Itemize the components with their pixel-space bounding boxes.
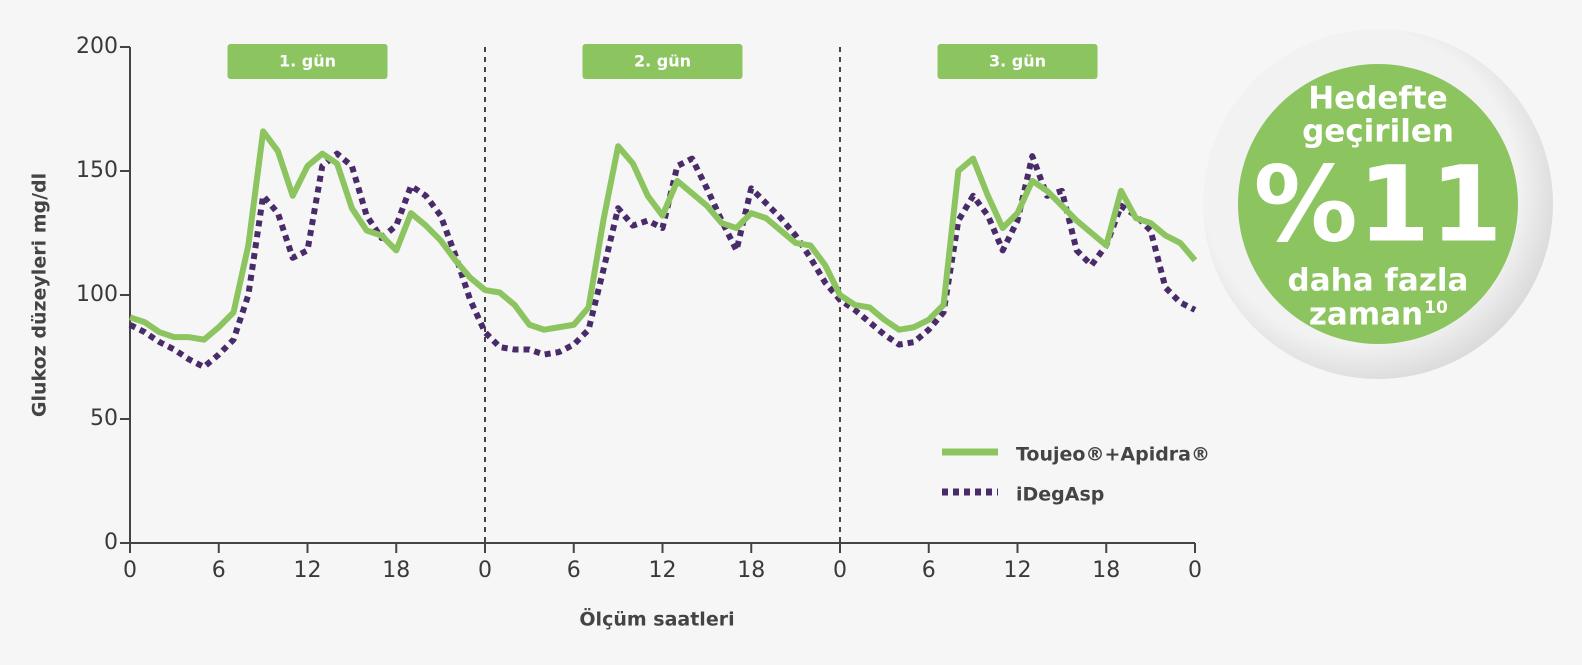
day-box bbox=[582, 44, 743, 79]
day-label: 3. gün bbox=[989, 52, 1046, 71]
x-tick-label: 18 bbox=[1092, 558, 1120, 583]
x-tick-label: 0 bbox=[123, 558, 137, 583]
badge-ref: 10 bbox=[1424, 298, 1448, 318]
badge-line: zaman bbox=[1309, 297, 1423, 333]
badge-line: Hedefte bbox=[1308, 81, 1448, 117]
series-line bbox=[129, 128, 1198, 343]
x-tick-label: 6 bbox=[567, 558, 581, 583]
series-line bbox=[128, 150, 1197, 370]
legend-label: iDegAsp bbox=[1016, 484, 1104, 506]
x-tick-label: 12 bbox=[649, 558, 677, 583]
y-tick-label: 150 bbox=[76, 158, 118, 183]
x-tick-label: 18 bbox=[737, 558, 765, 583]
x-tick-label: 0 bbox=[1188, 558, 1202, 583]
badge-circle bbox=[1238, 64, 1518, 344]
x-tick-label: 12 bbox=[1004, 558, 1032, 583]
y-tick-label: 50 bbox=[90, 406, 118, 431]
x-tick-label: 6 bbox=[212, 558, 226, 583]
y-tick-label: 200 bbox=[76, 34, 118, 59]
day-label: 2. gün bbox=[634, 52, 691, 71]
x-tick-label: 0 bbox=[478, 558, 492, 583]
day-box bbox=[227, 44, 388, 79]
day-box bbox=[937, 44, 1098, 79]
y-axis-title: Glukoz düzeyleri mg/dl bbox=[29, 173, 51, 417]
badge-big: %11 bbox=[1254, 143, 1503, 265]
x-tick-label: 12 bbox=[294, 558, 322, 583]
x-axis-title: Ölçüm saatleri bbox=[579, 607, 734, 631]
legend-label: Toujeo®+Apidra® bbox=[1016, 444, 1210, 466]
badge-line: geçirilen bbox=[1302, 114, 1454, 150]
x-tick-label: 0 bbox=[833, 558, 847, 583]
y-tick-label: 0 bbox=[104, 530, 118, 555]
x-tick-label: 18 bbox=[382, 558, 410, 583]
badge-line: daha fazla bbox=[1288, 263, 1469, 299]
badge: Hedefte geçirilen %11 daha fazla zaman 1… bbox=[1203, 29, 1553, 379]
y-tick-label: 100 bbox=[76, 282, 118, 307]
x-tick-label: 6 bbox=[922, 558, 936, 583]
day-label: 1. gün bbox=[279, 52, 336, 71]
